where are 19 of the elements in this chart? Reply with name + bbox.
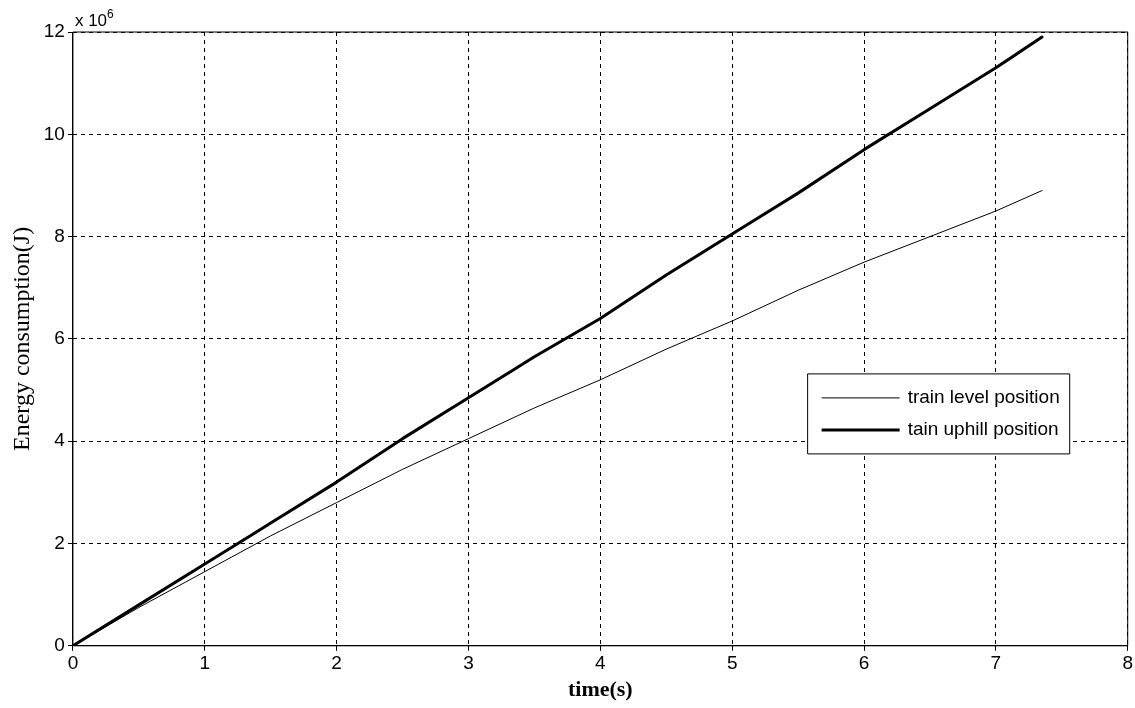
x-tick-label: 2 (331, 652, 342, 674)
y-tick-label: 8 (54, 224, 65, 246)
y-axis-title: Energy consumption(J) (7, 226, 34, 451)
x-axis-title: time(s) (567, 676, 633, 702)
x-tick-label: 5 (726, 652, 738, 674)
y-tick-label: 10 (43, 122, 65, 144)
y-tick-label: 12 (43, 20, 65, 42)
x-tick-label: 3 (463, 652, 474, 674)
y-tick-label: 0 (54, 634, 65, 656)
y-tick-label: 2 (54, 531, 65, 553)
x-tick-label: 4 (595, 652, 607, 674)
legend-label: tain uphill position (907, 418, 1059, 440)
legend-label: train level position (907, 386, 1060, 408)
y-tick-label: 6 (54, 327, 65, 349)
x-tick-label: 7 (990, 652, 1002, 674)
x-tick-label: 1 (199, 652, 211, 674)
y-tick-label: 4 (54, 429, 66, 451)
x-tick-label: 8 (1122, 652, 1134, 674)
x-tick-label: 6 (858, 652, 870, 674)
